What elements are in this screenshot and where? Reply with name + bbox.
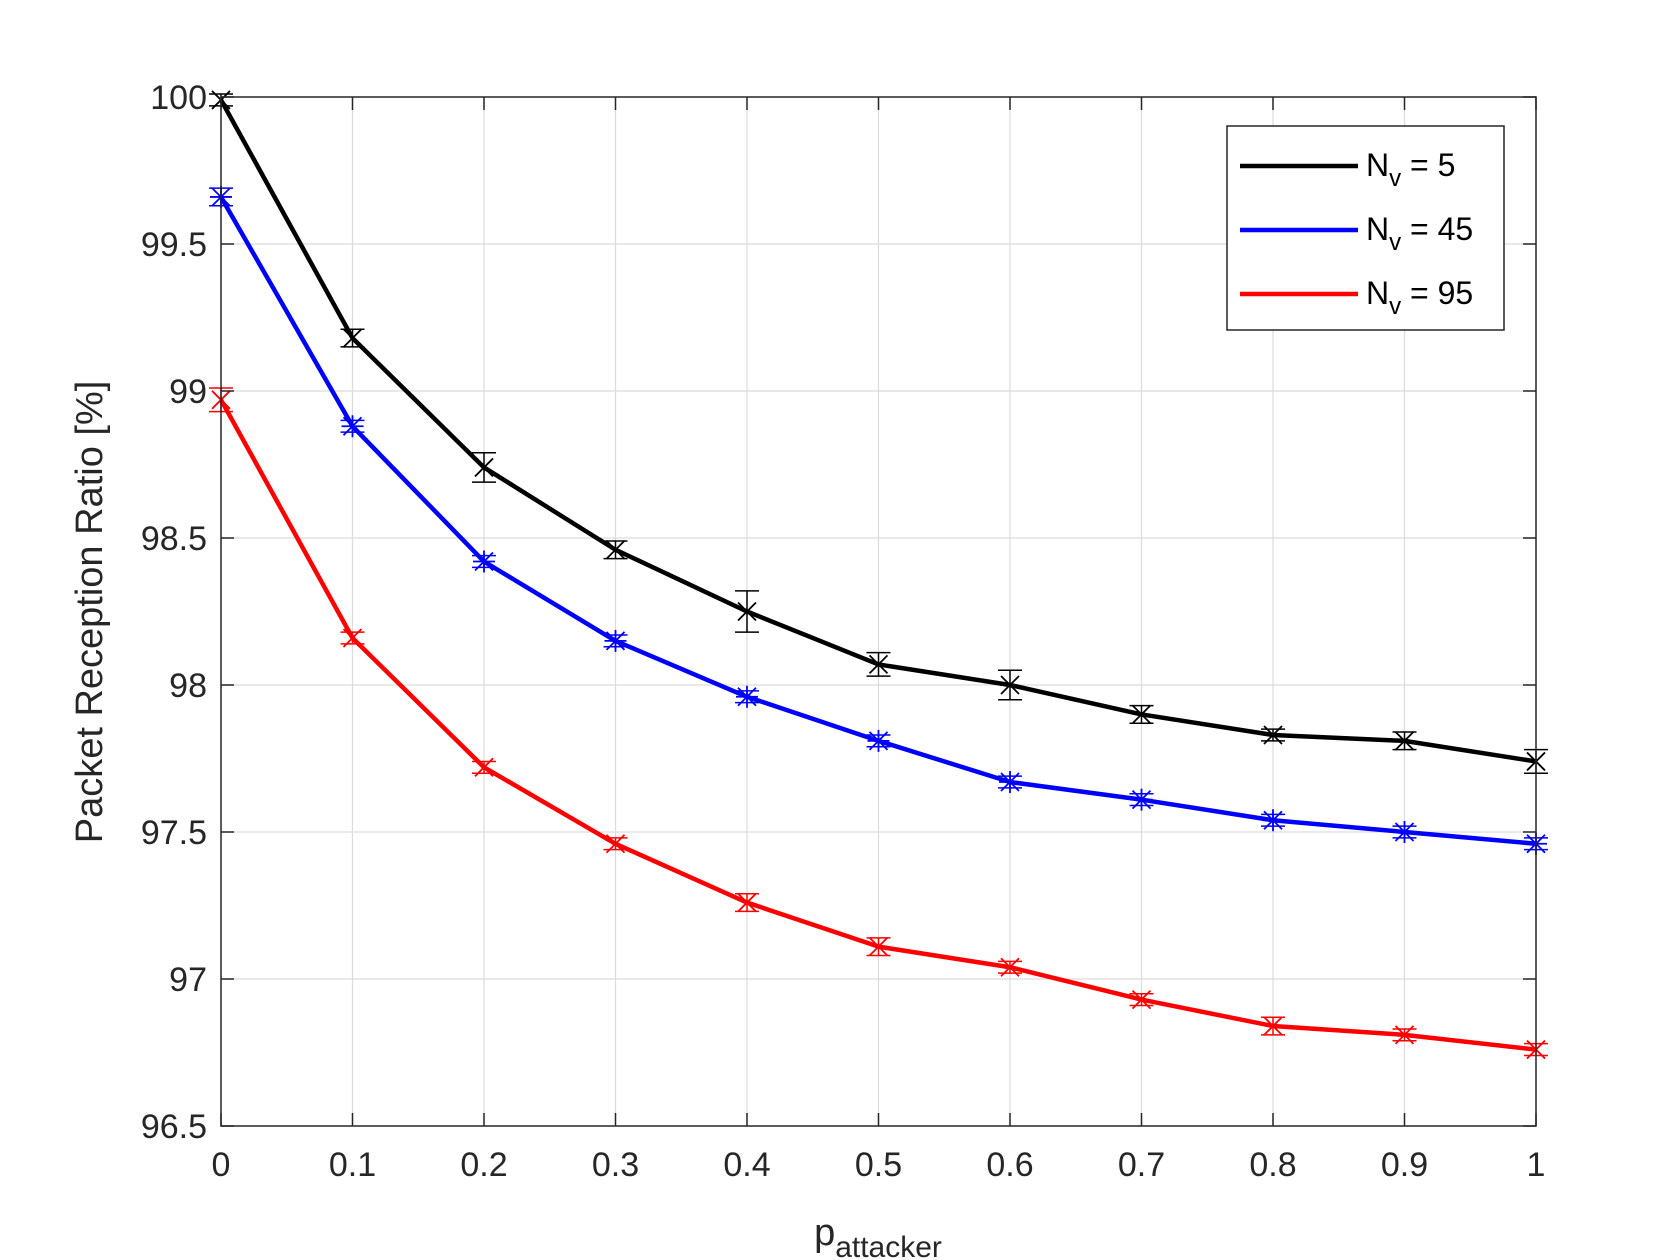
data-point bbox=[1000, 957, 1020, 977]
legend-label: Nv = 45 bbox=[1366, 211, 1473, 256]
x-axis-label-sub: attacker bbox=[835, 1231, 942, 1260]
x-tick-label: 0 bbox=[212, 1146, 231, 1184]
x-tick-label: 0.7 bbox=[1118, 1146, 1165, 1184]
data-point bbox=[737, 601, 757, 622]
legend-label: Nv = 95 bbox=[1366, 275, 1473, 320]
y-axis-label: Packet Reception Ratio [%] bbox=[69, 381, 111, 844]
data-point bbox=[1263, 725, 1283, 745]
x-tick-label: 0.2 bbox=[460, 1146, 507, 1184]
data-point bbox=[737, 892, 757, 913]
data-point bbox=[868, 654, 889, 675]
series-0 bbox=[209, 90, 1548, 774]
data-point bbox=[474, 757, 494, 777]
data-point bbox=[1393, 821, 1416, 843]
data-point bbox=[1130, 788, 1153, 811]
y-tick-label: 97 bbox=[169, 961, 207, 999]
x-axis-label: pattacker bbox=[814, 1212, 942, 1260]
x-tick-label: 1 bbox=[1527, 1146, 1546, 1184]
data-point bbox=[342, 328, 363, 348]
data-point bbox=[867, 729, 890, 752]
x-tick-label: 0.6 bbox=[986, 1146, 1033, 1184]
x-tick-label: 0.9 bbox=[1381, 1146, 1428, 1184]
data-point bbox=[341, 415, 364, 438]
data-point bbox=[1131, 989, 1152, 1010]
data-point bbox=[1000, 675, 1020, 695]
x-tick-label: 0.5 bbox=[855, 1146, 902, 1184]
data-point bbox=[473, 550, 495, 573]
legend: Nv = 5 Nv = 45 Nv = 95 bbox=[1226, 125, 1505, 331]
data-point bbox=[868, 937, 889, 957]
y-tick-label: 99.5 bbox=[141, 226, 207, 264]
data-point bbox=[474, 457, 494, 478]
x-tick-label: 0.1 bbox=[329, 1146, 376, 1184]
data-point bbox=[999, 771, 1021, 794]
legend-entry: Nv = 45 bbox=[1240, 211, 1473, 256]
x-tick-label: 0.8 bbox=[1249, 1146, 1296, 1184]
data-point bbox=[1262, 809, 1284, 832]
y-tick-label: 99 bbox=[169, 373, 207, 411]
tick-labels: 0 0.1 0.2 0.3 0.4 0.5 0.6 0.7 0.8 0.9 1 96.5 97 97.5 9… bbox=[141, 79, 1546, 1184]
data-point bbox=[1394, 1025, 1415, 1045]
legend-entry: Nv = 95 bbox=[1240, 275, 1473, 320]
y-tick-label: 96.5 bbox=[141, 1108, 207, 1146]
x-tick-label: 0.3 bbox=[592, 1146, 639, 1184]
legend-entry: Nv = 5 bbox=[1240, 147, 1455, 192]
x-tick-label: 0.4 bbox=[723, 1146, 770, 1184]
data-point bbox=[605, 540, 626, 560]
y-tick-label: 97.5 bbox=[141, 814, 207, 852]
y-tick-label: 98 bbox=[169, 667, 207, 705]
data-point bbox=[604, 629, 627, 652]
axis-ticks bbox=[220, 96, 1537, 1127]
data-point bbox=[1394, 731, 1415, 751]
data-point bbox=[736, 685, 758, 708]
legend-label: Nv = 5 bbox=[1366, 147, 1455, 192]
y-tick-label: 98.5 bbox=[141, 520, 207, 558]
data-point bbox=[342, 628, 363, 648]
data-point bbox=[1131, 704, 1152, 725]
series-2 bbox=[209, 387, 1548, 1060]
y-tick-label: 100 bbox=[150, 79, 207, 117]
data-point bbox=[1263, 1016, 1283, 1036]
data-point bbox=[605, 834, 626, 854]
x-axis-label-base: p bbox=[814, 1212, 835, 1254]
